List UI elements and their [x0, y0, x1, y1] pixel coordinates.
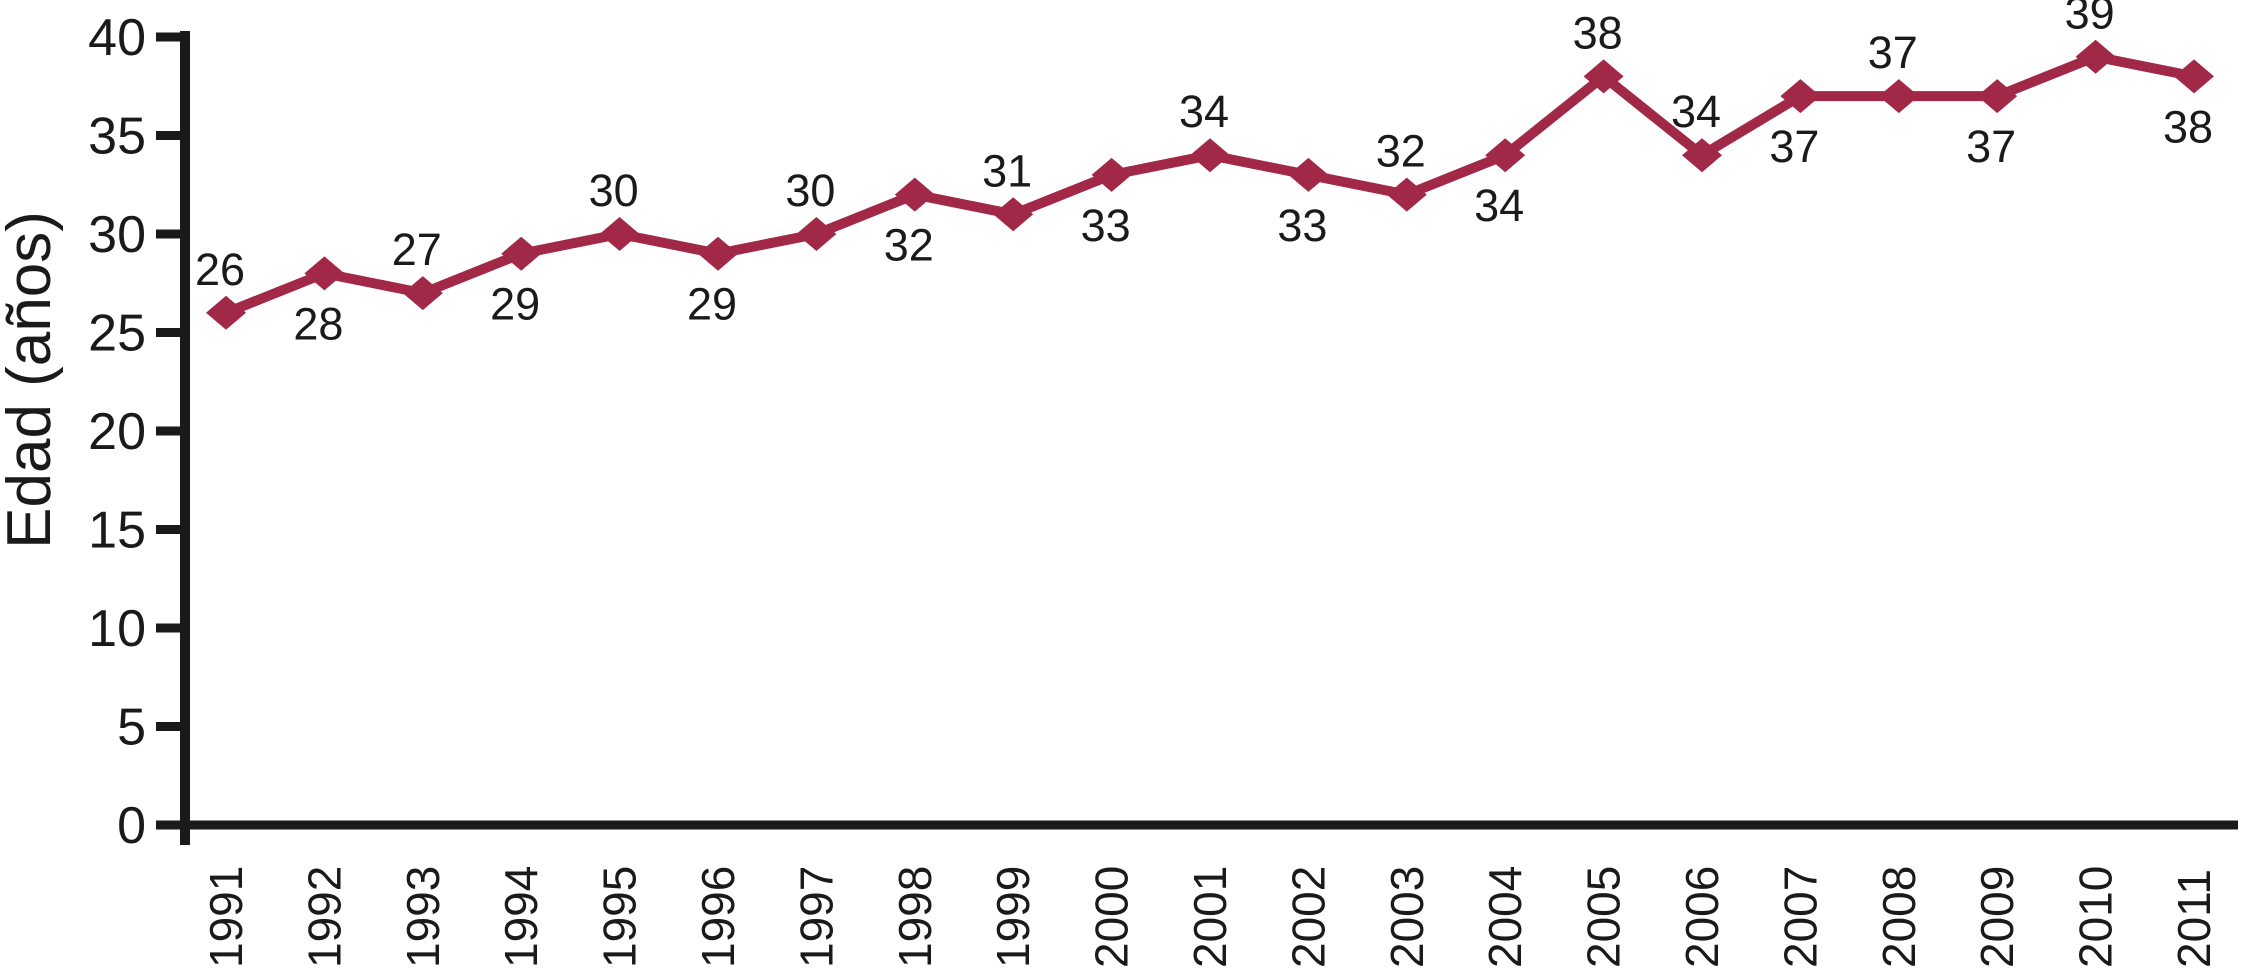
x-axis-year-label: 2000: [1086, 866, 1138, 968]
x-axis-year-label: 2010: [2070, 866, 2122, 968]
data-point-label: 31: [982, 145, 1032, 196]
y-axis-tick-label: 40: [88, 9, 146, 67]
data-point-marker: [1583, 59, 1624, 94]
data-point-label: 33: [1081, 200, 1131, 251]
data-point-label: 34: [1671, 86, 1721, 137]
y-axis-tick-label: 25: [88, 305, 146, 363]
data-series: [206, 39, 2214, 330]
data-labels: 26 28 27 29 30 29 30 32 31 33 34 33 32 34 38 34 37 37 37 39…: [195, 0, 2213, 349]
data-point-marker: [1682, 138, 1722, 173]
x-axis-year-label: 1991: [200, 866, 252, 968]
data-point-label: 30: [589, 165, 639, 216]
data-point-label: 37: [1868, 27, 1918, 78]
x-axis-year-label: 2007: [1774, 866, 1826, 968]
data-point-marker: [796, 217, 837, 251]
x-axis-year-label: 1992: [298, 866, 350, 968]
data-point-label: 29: [687, 279, 737, 330]
data-point-label: 26: [195, 244, 245, 295]
y-axis-tick-label: 15: [88, 502, 146, 560]
data-point-marker: [304, 256, 345, 291]
x-axis-year-label: 1993: [397, 866, 449, 968]
data-point-label: 39: [2065, 0, 2115, 39]
data-point-marker: [206, 295, 246, 330]
x-axis-year-label: 2002: [1282, 866, 1334, 968]
data-point-marker: [1780, 79, 1821, 114]
data-point-marker: [1977, 79, 2018, 114]
x-axis-year-label: 2003: [1381, 866, 1433, 968]
x-axis-year-label: 2008: [1873, 866, 1925, 968]
data-point-label: 37: [1769, 121, 1819, 172]
data-point-marker: [698, 236, 738, 271]
y-axis-title: Edad (años): [0, 211, 64, 549]
x-axis-year-label: 2011: [2168, 869, 2220, 968]
data-point-label: 32: [1376, 126, 1426, 177]
y-axis-tick-label: 35: [88, 108, 146, 166]
data-point-marker: [501, 236, 542, 271]
data-point-label: 29: [490, 279, 540, 330]
data-point-label: 32: [884, 220, 934, 271]
data-point-label: 34: [1474, 180, 1524, 231]
data-point-label: 30: [785, 165, 835, 216]
x-axis-year-label: 1996: [692, 866, 744, 968]
data-point-label: 34: [1179, 86, 1229, 137]
y-axis-tick-label: 0: [117, 797, 146, 855]
data-point-marker: [1878, 79, 1919, 114]
x-axis-year-label: 1999: [987, 866, 1039, 968]
x-axis-year-label: 2001: [1184, 866, 1236, 968]
data-point-marker: [1386, 177, 1427, 212]
y-axis-tick-label: 10: [88, 600, 146, 658]
y-axis-tick-label: 5: [117, 699, 146, 757]
data-point-label: 27: [392, 224, 442, 275]
data-point-marker: [599, 217, 640, 251]
x-axis-year-label: 2006: [1676, 866, 1728, 968]
data-point-marker: [993, 197, 1034, 232]
x-axis-year-label: 1995: [594, 866, 646, 968]
data-point-label: 33: [1277, 200, 1327, 251]
x-axis-year-label: 2004: [1479, 866, 1531, 968]
data-point-marker: [894, 177, 935, 212]
data-point-label: 38: [1573, 7, 1623, 58]
data-point-marker: [2075, 39, 2116, 74]
x-axis-year-label: 1997: [790, 866, 842, 968]
x-axis-year-label: 2009: [1971, 866, 2023, 968]
axes: 0 5 10 15 20 25 30 35 40 1991 1992 1993 1994 1995 1996…: [88, 9, 2238, 968]
data-point-marker: [1485, 138, 1526, 173]
data-point-marker: [1091, 157, 1132, 192]
y-axis-tick-label: 30: [88, 206, 146, 264]
data-point-label: 28: [293, 298, 343, 349]
data-point-marker: [2174, 59, 2214, 94]
x-axis-year-label: 2005: [1578, 866, 1630, 968]
x-axis-year-label: 1998: [889, 866, 941, 968]
x-axis-year-label: 1994: [495, 866, 547, 968]
y-axis-tick-label: 20: [88, 403, 146, 461]
data-point-marker: [402, 276, 443, 311]
data-point-label: 37: [1966, 121, 2016, 172]
data-point-marker: [1288, 157, 1329, 192]
data-point-label: 38: [2163, 101, 2213, 152]
data-point-marker: [1190, 138, 1230, 173]
